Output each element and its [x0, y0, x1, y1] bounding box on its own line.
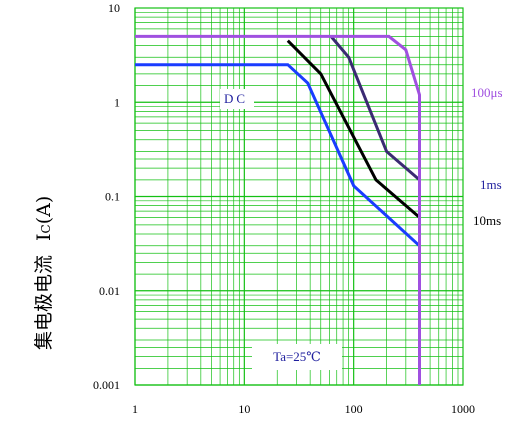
y-tick-label: 0.01: [99, 284, 120, 298]
y-axis-label-subscript: C: [39, 224, 53, 233]
x-tick-label: 100: [345, 402, 363, 416]
annotation-text: Ta=25℃: [273, 349, 321, 364]
series-label-1ms: 1ms: [480, 177, 502, 192]
tick-layer: 1 10 100 1000 10 1 0.1 0.01 0.001: [93, 1, 475, 416]
y-tick-label: 10: [108, 1, 120, 15]
series-line-100s: [135, 34, 421, 385]
series-layer: [135, 34, 421, 385]
x-tick-label: 10: [238, 402, 250, 416]
series-label-background-dc: [220, 89, 254, 109]
y-axis-label-main: 集电极电流: [33, 255, 55, 350]
y-axis-label-text: 集电极电流 IC(A): [33, 196, 55, 350]
plot-frame: [134, 7, 464, 386]
y-axis-label: 集电极电流 IC(A): [33, 196, 55, 350]
annotation-box-background: [252, 344, 342, 370]
series-label-dc: DC: [224, 91, 248, 106]
y-tick-label: 1: [114, 95, 120, 109]
y-axis-label-unit: (A): [33, 196, 55, 225]
x-tick-label: 1000: [451, 402, 475, 416]
grid-layer: [134, 8, 463, 386]
x-tick-label: 1: [132, 402, 138, 416]
series-label-10ms: 10ms: [473, 213, 501, 228]
y-tick-label: 0.001: [93, 378, 120, 392]
series-label-100s: 100μs: [471, 85, 503, 100]
y-axis-label-symbol: I: [33, 233, 55, 241]
series-line-dc: [135, 63, 421, 247]
series-line-10ms: [286, 39, 421, 219]
series-label-background-100s: [466, 84, 512, 102]
series-label-background-10ms: [468, 212, 516, 230]
series-line-1ms: [329, 35, 421, 182]
y-tick-label: 0.1: [105, 190, 120, 204]
annotation-box: Ta=25℃: [252, 344, 342, 370]
series-label-layer: DC 10ms 1ms 100μs: [220, 84, 516, 230]
